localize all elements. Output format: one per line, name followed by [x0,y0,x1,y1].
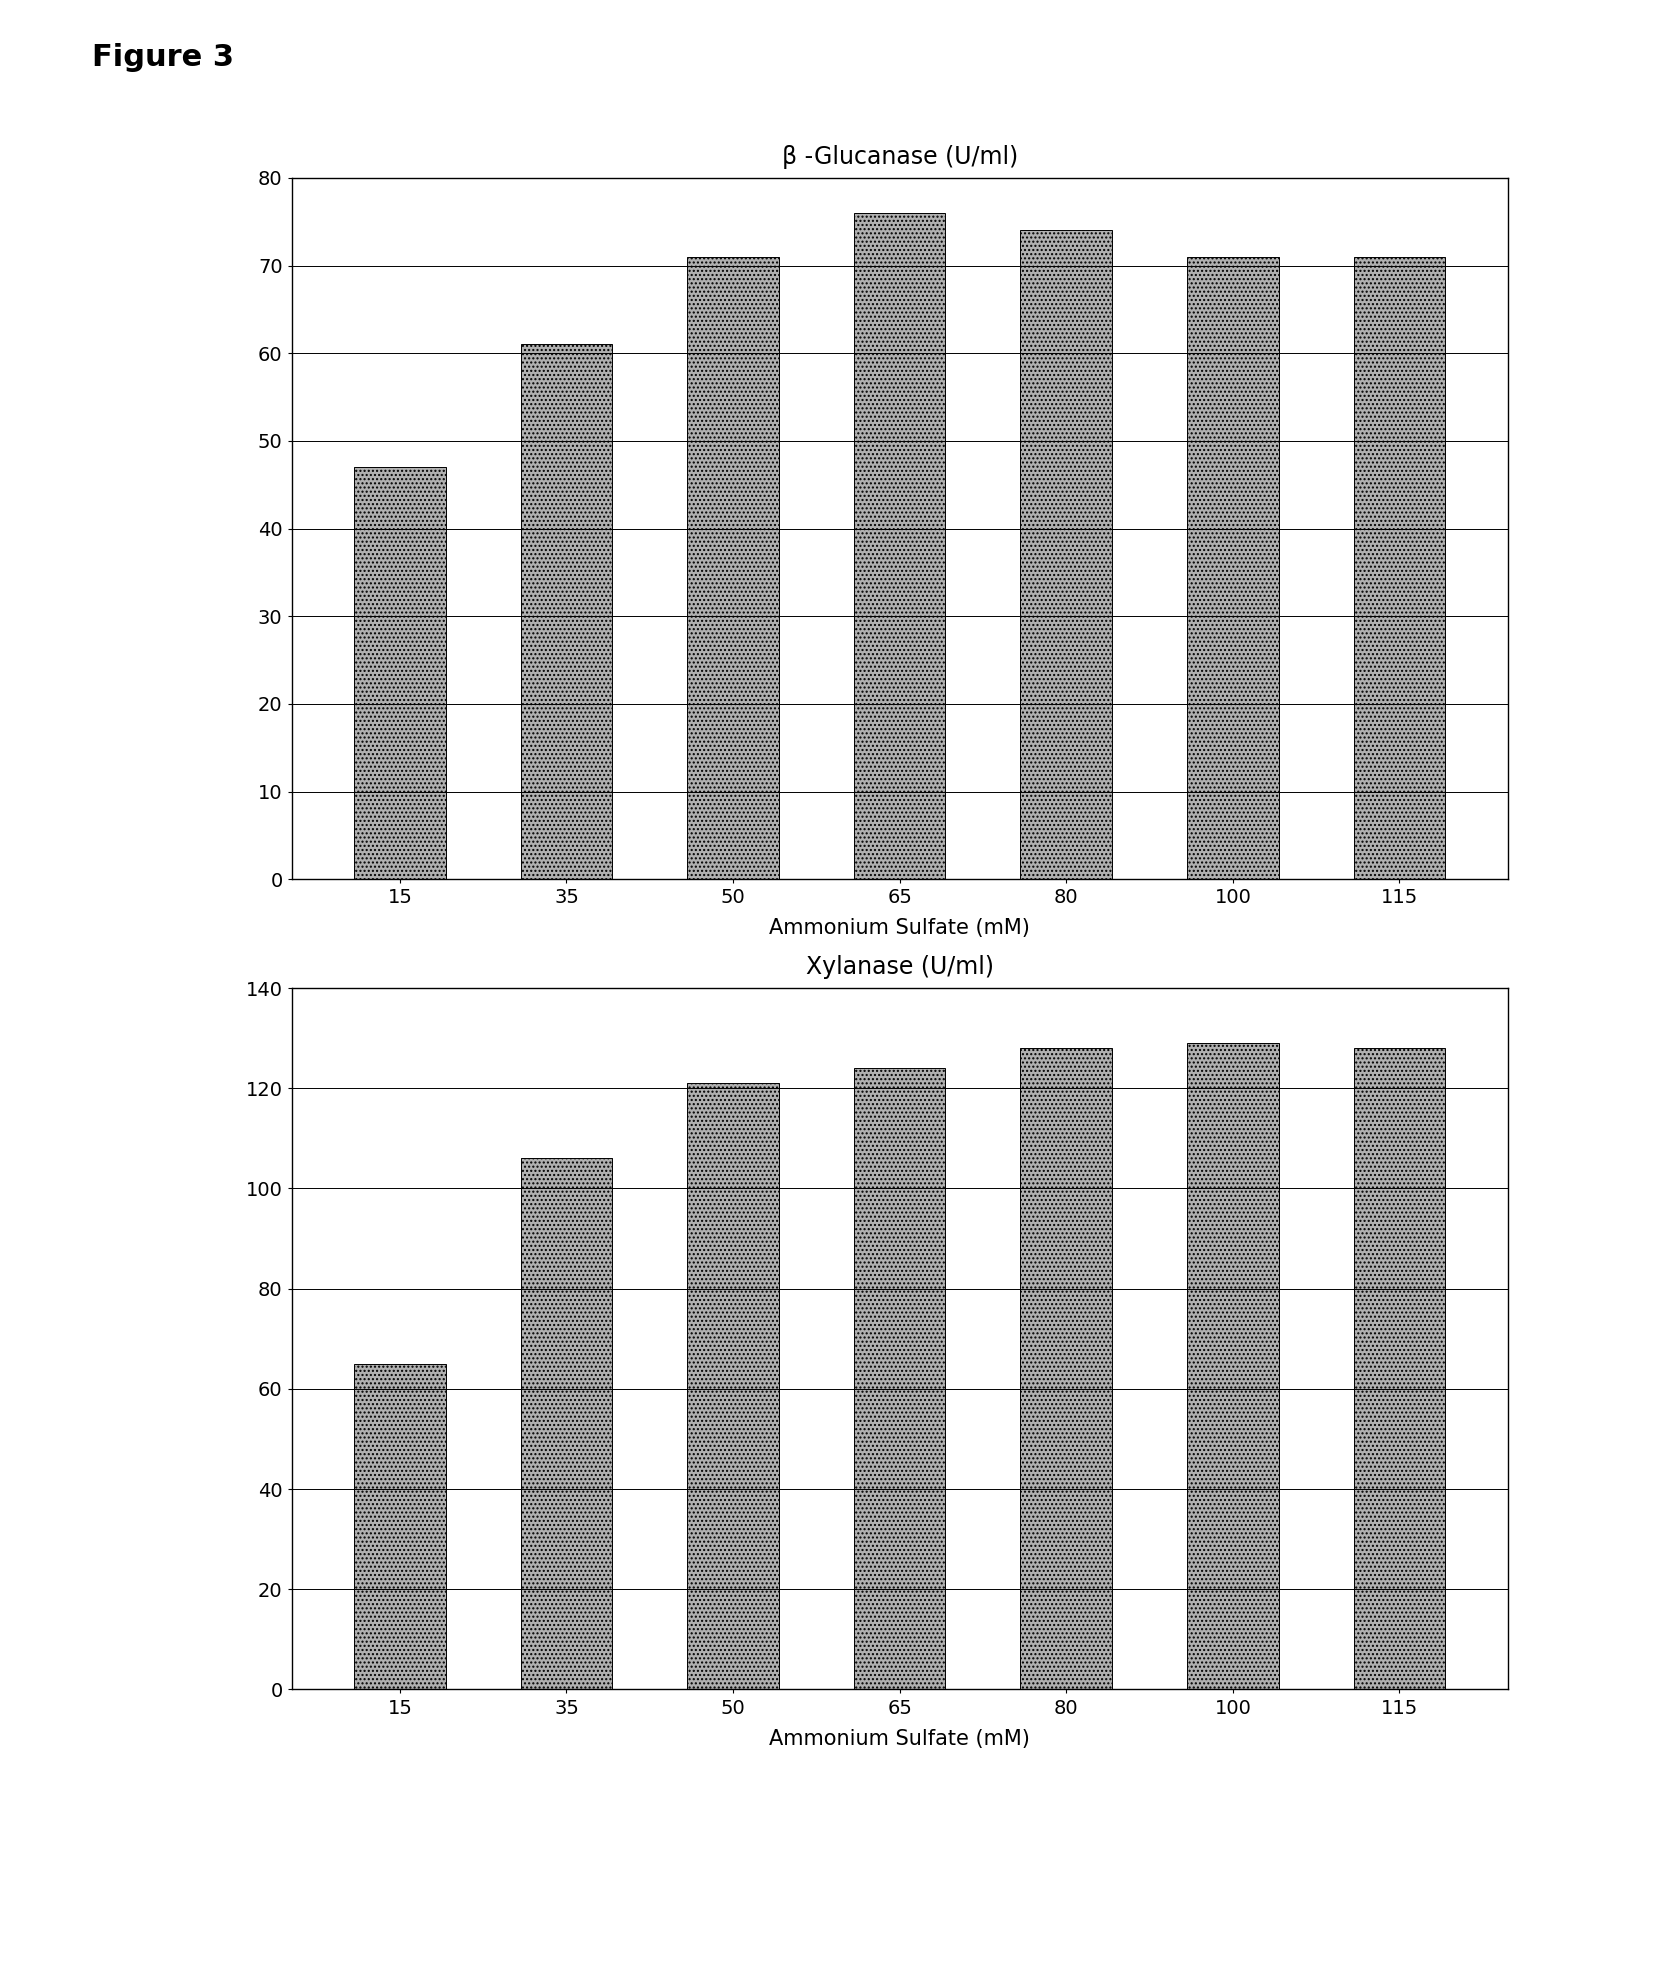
Text: Figure 3: Figure 3 [92,43,233,73]
Bar [1353,257,1444,879]
Bar [1186,257,1278,879]
Bar [1186,1043,1278,1689]
Bar [853,213,946,879]
Bar [353,466,445,879]
Title: β -Glucanase (U/ml): β -Glucanase (U/ml) [781,144,1018,170]
Bar [353,1363,445,1689]
X-axis label: Ammonium Sulfate (mM): Ammonium Sulfate (mM) [770,919,1030,939]
Bar [520,1158,613,1689]
Bar [1353,1047,1444,1689]
Bar [520,344,613,879]
Bar [686,1083,778,1689]
Bar [1020,231,1113,879]
X-axis label: Ammonium Sulfate (mM): Ammonium Sulfate (mM) [770,1729,1030,1749]
Title: Xylanase (U/ml): Xylanase (U/ml) [806,954,993,980]
Bar [1020,1047,1113,1689]
Bar [686,257,778,879]
Bar [853,1069,946,1689]
